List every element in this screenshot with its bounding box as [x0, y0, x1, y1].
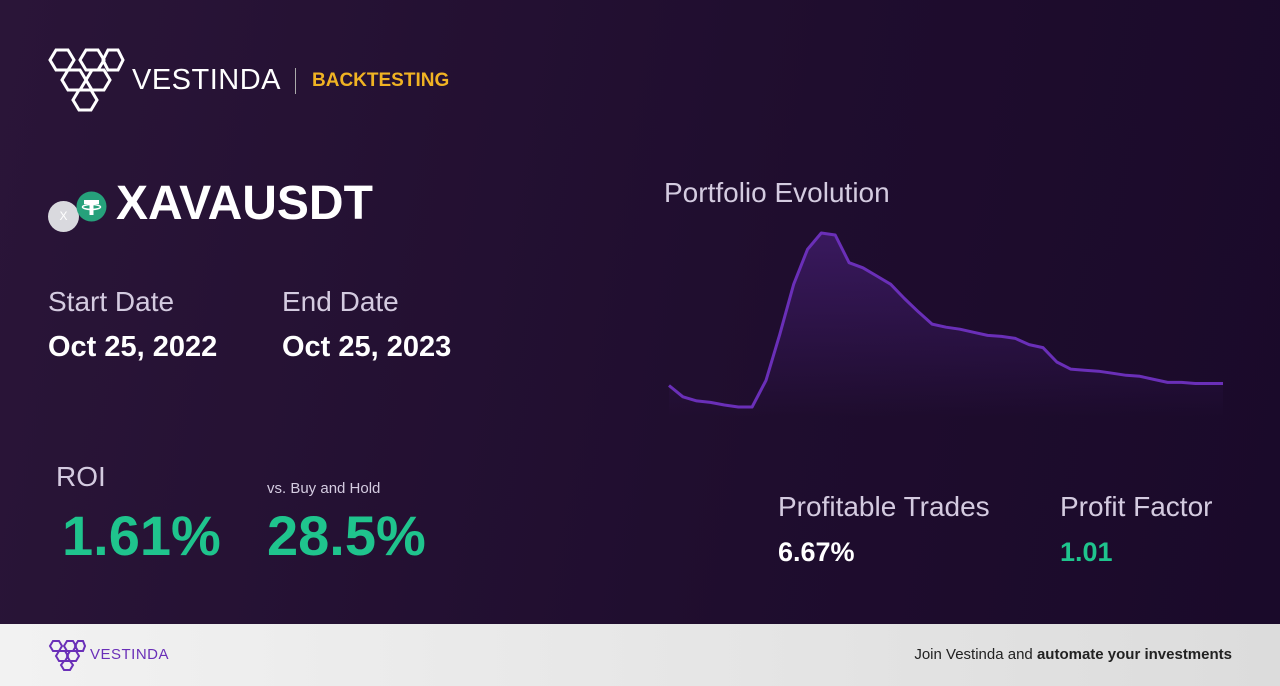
footer-cta: Join Vestinda and automate your investme…	[914, 646, 1232, 663]
chart-title: Portfolio Evolution	[664, 177, 890, 208]
start-label: Start Date	[48, 286, 175, 317]
start-date: Oct 25, 2022	[48, 331, 218, 363]
compare-label: vs. Buy and Hold	[267, 480, 381, 497]
factor-value: 1.01	[1060, 537, 1113, 567]
end-date: Oct 25, 2023	[282, 331, 452, 363]
trades-value: 6.67%	[778, 537, 855, 567]
divider	[295, 68, 296, 94]
section: BACKTESTING	[312, 70, 450, 91]
line	[668, 231, 1223, 409]
trades-label: Profitable Trades	[778, 491, 990, 522]
footer-logo-icon	[48, 640, 86, 671]
compare-value: 28.5%	[267, 504, 426, 567]
footer: VESTINDA Join Vestinda and automate your…	[0, 624, 1280, 686]
footer-text-bold: automate your investments	[1036, 646, 1232, 663]
roi-value: 1.61%	[62, 504, 221, 567]
factor-label: Profit Factor	[1060, 491, 1213, 522]
tether-icon	[76, 191, 107, 222]
line-area	[669, 233, 1223, 417]
footer-text: Join Vestinda and	[914, 646, 1033, 663]
roi-label: ROI	[56, 461, 106, 492]
end-label: End Date	[282, 286, 399, 317]
asset-badge: X	[48, 201, 79, 232]
symbol: XAVAUSDT	[116, 177, 373, 230]
brand: VESTINDA	[132, 64, 282, 96]
chart	[668, 231, 1223, 417]
logo-icon	[48, 48, 125, 112]
footer-brand: VESTINDA	[90, 646, 170, 663]
